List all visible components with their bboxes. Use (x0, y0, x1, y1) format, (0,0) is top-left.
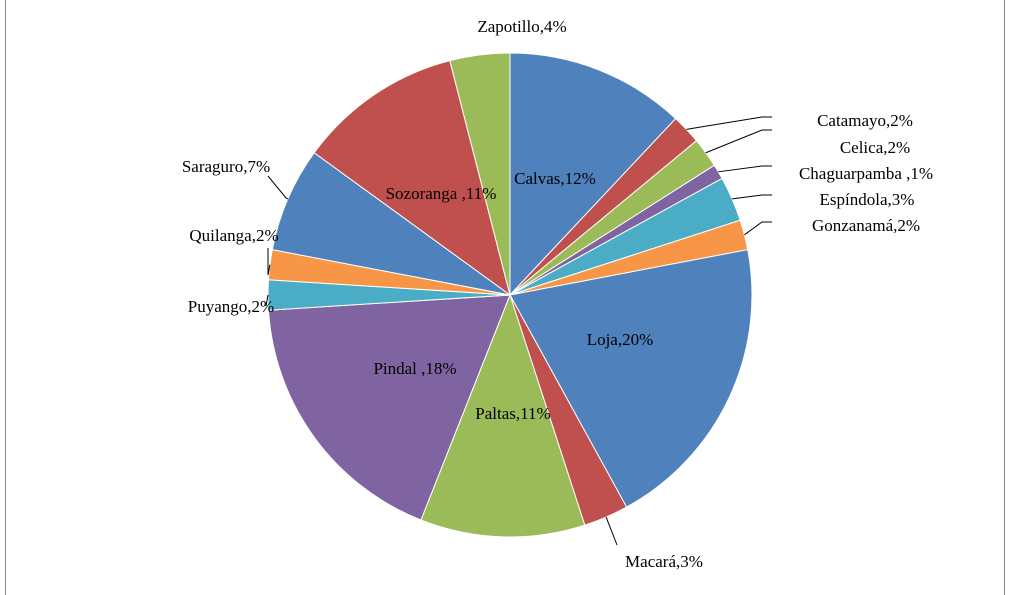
leader-line (718, 165, 772, 173)
value-label: ,7% (243, 157, 270, 176)
value-label: ,1% (906, 164, 933, 183)
pie-slice (267, 294, 511, 521)
pie-slice (509, 52, 677, 297)
leader-line (267, 248, 271, 276)
category-label: Quilanga (189, 226, 252, 245)
data-label: Paltas,11% (475, 404, 550, 423)
category-label: Calvas (514, 169, 560, 188)
data-label: Loja,20% (587, 330, 654, 349)
value-label: ,18% (421, 359, 456, 378)
category-label: Zapotillo (477, 17, 539, 36)
category-label: Sozoranga (386, 184, 462, 203)
value-label: ,11% (516, 404, 551, 423)
category-label: Pindal (373, 359, 421, 378)
data-label: Espíndola,3% (820, 190, 915, 209)
data-label: Chaguarpamba ,1% (799, 164, 933, 183)
pie-slice (420, 293, 586, 538)
data-label: Catamayo,2% (817, 111, 913, 130)
value-label: ,2% (252, 226, 279, 245)
data-label: Zapotillo,4% (477, 17, 566, 36)
value-label: ,3% (676, 552, 703, 571)
leader-line (732, 194, 772, 200)
leader-line (605, 516, 618, 546)
data-label: Puyango,2% (188, 297, 274, 316)
value-label: ,11% (462, 184, 497, 203)
leader-line (265, 294, 269, 307)
category-label: Espíndola (820, 190, 888, 209)
data-label: Calvas,12% (514, 169, 596, 188)
category-label: Macará (625, 552, 676, 571)
value-label: ,2% (893, 216, 920, 235)
leader-line (705, 129, 772, 154)
data-label: Sozoranga ,11% (386, 184, 497, 203)
category-label: Saraguro (182, 157, 243, 176)
category-label: Gonzanamá (812, 216, 894, 235)
category-label: Celica (840, 138, 884, 157)
pie-slice (449, 52, 511, 296)
leader-line (686, 116, 772, 130)
data-label: Saraguro,7% (182, 157, 270, 176)
value-label: ,12% (560, 169, 595, 188)
category-label: Loja (587, 330, 619, 349)
value-label: ,2% (886, 111, 913, 130)
data-label: Quilanga,2% (189, 226, 278, 245)
category-label: Paltas (475, 404, 516, 423)
leader-line (267, 175, 289, 200)
leader-line (744, 221, 772, 236)
data-label: Macará,3% (625, 552, 703, 571)
data-label: Celica,2% (840, 138, 910, 157)
value-label: ,4% (540, 17, 567, 36)
pie-slice (509, 249, 753, 508)
value-label: ,2% (247, 297, 274, 316)
data-label: Gonzanamá,2% (812, 216, 920, 235)
pie-slice (271, 152, 511, 296)
value-label: ,3% (888, 190, 915, 209)
value-label: ,2% (883, 138, 910, 157)
pie-slice (313, 59, 511, 297)
category-label: Chaguarpamba (799, 164, 906, 183)
value-label: ,20% (618, 330, 653, 349)
category-label: Catamayo (817, 111, 886, 130)
data-label: Pindal ,18% (373, 359, 456, 378)
category-label: Puyango (188, 297, 248, 316)
